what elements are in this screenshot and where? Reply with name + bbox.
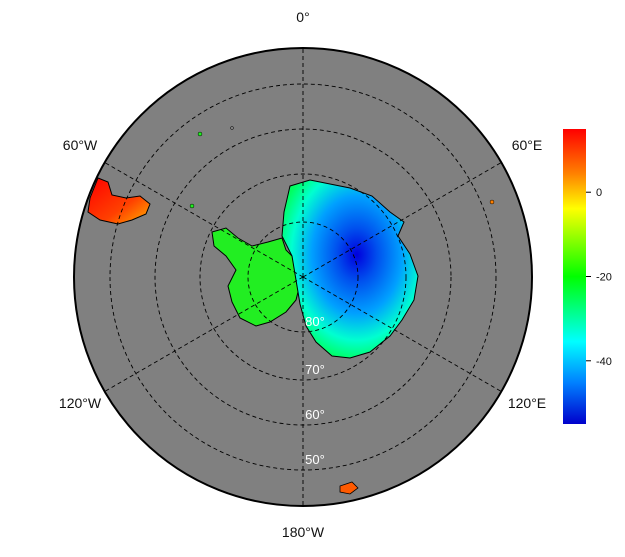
colorbar: [563, 129, 586, 424]
meridian-line: [302, 162, 502, 278]
latitude-label-lat-70: 70°: [305, 362, 325, 377]
latitude-circle: [199, 173, 407, 381]
latitude-labels: 80° 70° 60° 50°: [305, 314, 325, 467]
colorbar-tick-label: 0: [596, 187, 602, 199]
island: [230, 126, 234, 130]
colorbar-tick-label: -40: [596, 356, 612, 368]
island: [197, 131, 203, 137]
island: [489, 199, 495, 205]
longitude-label-lon-60e: 60°E: [512, 137, 543, 153]
longitude-label-lon-120e: 120°E: [508, 395, 546, 411]
longitude-label-lon-0: 0°: [296, 9, 309, 25]
latitude-label-lat-80: 80°: [305, 314, 325, 329]
latitude-label-lat-50: 50°: [305, 452, 325, 467]
longitude-grid: [104, 48, 502, 506]
colorbar-ticks: 0 -20 -40: [586, 187, 612, 368]
latitude-label-lat-60: 60°: [305, 407, 325, 422]
longitude-label-lon-180w: 180°W: [282, 524, 325, 540]
latitude-circle: [247, 221, 359, 333]
meridian-line: [104, 276, 304, 392]
new-zealand-land: [339, 481, 359, 495]
longitude-label-lon-120w: 120°W: [59, 395, 102, 411]
longitude-label-lon-60w: 60°W: [63, 137, 98, 153]
meridian-line: [104, 162, 304, 278]
island: [189, 203, 195, 209]
meridian-line: [302, 276, 502, 392]
south-america-land: [87, 177, 151, 225]
colorbar-tick-label: -20: [596, 272, 612, 284]
east-antarctica-land: [281, 179, 419, 359]
west-antarctica-land: [211, 227, 301, 327]
land-layer: [87, 126, 495, 495]
longitude-labels: 0° 60°E 120°E 180°W 120°W 60°W: [59, 9, 546, 540]
